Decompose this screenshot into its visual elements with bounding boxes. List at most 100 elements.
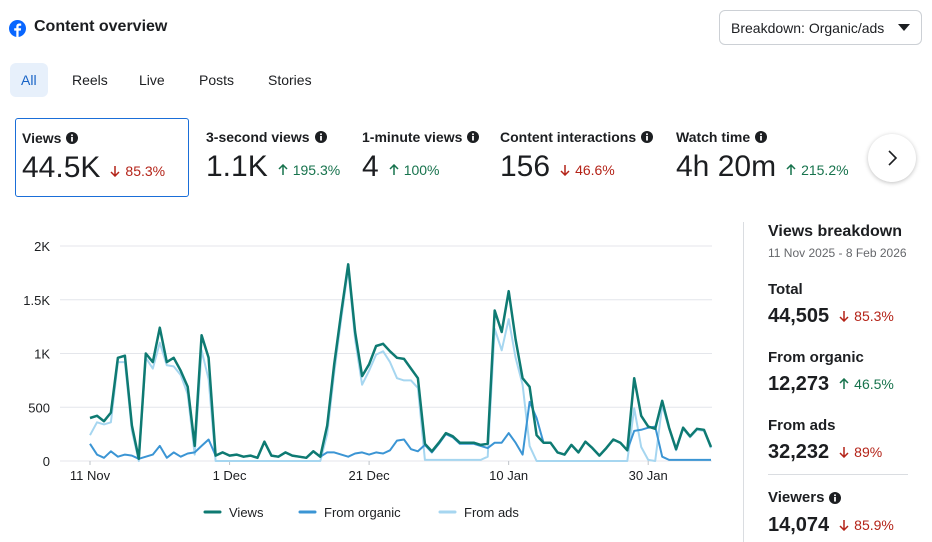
metric-value: 1.1K	[206, 150, 268, 183]
x-tick-label: 11 Nov	[70, 468, 111, 483]
change-value: 46.6%	[575, 162, 615, 178]
tab[interactable]: All	[10, 63, 48, 97]
metric-value: 4h 20m	[676, 150, 777, 183]
metric-card[interactable]: Content interactions 156 46.6%	[494, 118, 664, 197]
series-line	[89, 263, 713, 461]
label-text: From ads	[768, 417, 836, 434]
breakdown-value: 12,273	[768, 373, 830, 395]
info-icon	[467, 131, 480, 143]
metric-change: 46.6%	[560, 162, 615, 178]
info-stem	[319, 136, 322, 141]
info-icon	[829, 491, 842, 504]
arrow-path	[110, 166, 120, 177]
y-tick-label: 1K	[34, 347, 50, 362]
metric-name: 3-second views	[206, 129, 310, 145]
caret	[898, 23, 911, 31]
trend-arrow	[839, 520, 849, 531]
page-title: Content overview	[34, 18, 168, 35]
y-tick-label: 0	[43, 454, 50, 469]
x-tick-label: 21 Dec	[348, 468, 390, 483]
metric-card[interactable]: Views 44.5K 85.3%	[15, 118, 189, 197]
x-tick-label: 1 Dec	[213, 468, 247, 483]
legend-label: From organic	[324, 505, 401, 520]
change-value: 85.3%	[125, 163, 166, 179]
info-stem	[646, 136, 649, 141]
change-value: 100%	[403, 162, 440, 178]
breakdown-label: From ads	[768, 417, 836, 434]
breakdown-dropdown[interactable]: Breakdown: Organic/ads	[719, 10, 922, 45]
tab[interactable]: Stories	[268, 72, 312, 88]
series-line	[89, 267, 712, 462]
change-value: 195.3%	[292, 162, 341, 178]
legend-label: From ads	[464, 505, 519, 520]
change-value: 85.3%	[854, 308, 894, 324]
breakdown-change: 85.3%	[839, 308, 894, 324]
metric-label: Content interactions	[500, 129, 658, 145]
trend-arrow	[278, 164, 288, 175]
info-icon	[66, 132, 79, 144]
arrow-path	[560, 165, 570, 176]
arrow-path	[389, 164, 399, 175]
metric-change: 215.2%	[786, 162, 849, 178]
change-value: 215.2%	[801, 162, 849, 178]
metric-card[interactable]: Watch time 4h 20m 215.2%	[670, 118, 870, 197]
y-tick-label: 500	[28, 400, 50, 415]
metric-row: 4h 20m 215.2%	[676, 150, 864, 184]
info-stem	[472, 136, 475, 141]
arrow-path	[786, 164, 796, 175]
facebook-logo	[9, 20, 26, 37]
breakdown-row: 14,074 85.9%	[768, 514, 894, 537]
date-range: 11 Nov 2025 - 8 Feb 2026	[768, 246, 907, 260]
metric-card[interactable]: 1-minute views 4 100%	[356, 118, 486, 197]
arrow-path	[839, 378, 849, 389]
breakdown-change: 85.9%	[839, 517, 894, 533]
metric-name: Content interactions	[500, 129, 637, 145]
views-chart: 0 500 1K 1.5K 2K 11 Nov 1 Dec 21 Dec 10 Jan 30 Ja…	[23, 239, 713, 520]
metric-value: 44.5K	[22, 151, 101, 184]
breakdown-label: Total	[768, 281, 803, 298]
trend-arrow	[560, 165, 570, 176]
tab[interactable]: Reels	[72, 72, 108, 88]
series-line	[89, 400, 711, 461]
label-text: Viewers	[768, 489, 825, 506]
change-value: 46.5%	[854, 376, 894, 392]
breakdown-row: 12,273 46.5%	[768, 373, 894, 396]
metric-row: 4 100%	[362, 150, 480, 184]
info-point	[760, 133, 763, 136]
metric-name: Watch time	[676, 129, 751, 145]
label-text: From organic	[768, 349, 864, 366]
metric-row: 156 46.6%	[500, 150, 658, 184]
breakdown-change: 46.5%	[839, 376, 894, 392]
breakdown-value: 14,074	[768, 514, 830, 536]
tab[interactable]: Live	[139, 72, 165, 88]
metric-change: 195.3%	[278, 162, 340, 178]
info-stem	[71, 137, 74, 142]
tab[interactable]: Posts	[199, 72, 235, 88]
info-point	[319, 133, 322, 136]
info-point	[71, 134, 74, 137]
info-icon	[314, 131, 327, 143]
metric-name: Views	[22, 130, 62, 146]
info-icon	[641, 131, 654, 143]
dropdown-label: Breakdown: Organic/ads	[731, 19, 885, 36]
x-tick-label: 30 Jan	[629, 468, 668, 483]
metric-label: Views	[22, 130, 182, 146]
metric-label: 1-minute views	[362, 129, 480, 145]
breakdown-title: Views breakdown	[768, 223, 902, 240]
trend-arrow	[786, 164, 796, 175]
y-tick-label: 1.5K	[23, 293, 50, 308]
metric-row: 44.5K 85.3%	[22, 151, 182, 185]
info-point	[472, 133, 475, 136]
change-value: 85.9%	[854, 517, 894, 533]
metric-card[interactable]: 3-second views 1.1K 195.3%	[200, 118, 350, 197]
breakdown-label: From organic	[768, 349, 864, 366]
trend-arrow	[839, 447, 849, 458]
trend-arrow	[839, 378, 849, 389]
chevron	[888, 150, 898, 166]
info-stem	[760, 136, 763, 141]
breakdown-change: 89%	[839, 444, 882, 460]
info-stem	[834, 496, 837, 501]
trend-arrow	[389, 164, 399, 175]
next-button[interactable]	[868, 134, 916, 182]
